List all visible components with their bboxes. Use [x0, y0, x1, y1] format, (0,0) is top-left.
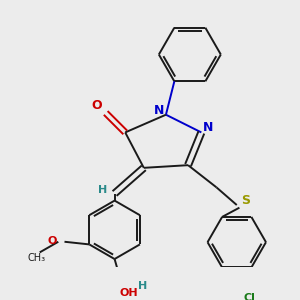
Text: N: N	[154, 104, 164, 117]
Text: S: S	[241, 194, 250, 207]
Text: H: H	[138, 280, 148, 291]
Text: O: O	[92, 99, 102, 112]
Text: Cl: Cl	[244, 292, 256, 300]
Text: N: N	[203, 122, 214, 134]
Text: OH: OH	[119, 288, 138, 298]
Text: H: H	[98, 185, 107, 195]
Text: O: O	[47, 236, 57, 246]
Text: CH₃: CH₃	[27, 253, 45, 263]
